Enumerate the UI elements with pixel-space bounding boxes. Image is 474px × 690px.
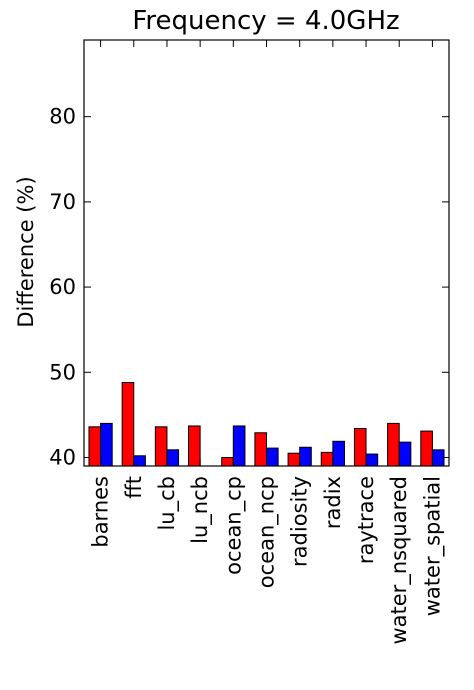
y-tick-label: 50 — [49, 360, 76, 384]
bar-radiosity-series2 — [299, 446, 312, 467]
bar-radiosity-series1 — [287, 452, 301, 467]
bar-barnes-series1 — [88, 426, 102, 467]
bar-fft-series1 — [121, 382, 135, 467]
bar-ocean_ncp-series2 — [266, 447, 279, 467]
y-tick-label: 40 — [49, 445, 76, 469]
bar-water_nsquared-series2 — [398, 441, 412, 467]
x-tick-label-barnes: barnes — [89, 476, 113, 548]
x-tick-label-ocean_cp: ocean_cp — [221, 476, 246, 575]
x-tick-label-radix: radix — [321, 476, 345, 529]
bar-lu_ncb-series1 — [188, 425, 201, 467]
bar-barnes-series2 — [100, 422, 113, 467]
bar-raytrace-series1 — [353, 428, 367, 467]
y-axis-label: Difference (%) — [14, 176, 38, 327]
plot-frame — [83, 39, 450, 467]
y-tick-label: 80 — [49, 105, 76, 129]
x-tick-label-ocean_ncp: ocean_ncp — [255, 476, 280, 588]
x-tick-label-radiosity: radiosity — [288, 476, 312, 567]
chart-title: Frequency = 4.0GHz — [132, 6, 399, 36]
bar-ocean_cp-series2 — [232, 425, 246, 467]
x-tick-label-lu_cb: lu_cb — [155, 476, 180, 531]
x-tick-label-water_nsquared: water_nsquared — [387, 476, 412, 645]
y-tick-label: 70 — [49, 190, 76, 214]
bar-water_nsquared-series1 — [387, 422, 400, 467]
x-tick-label-water_spatial: water_spatial — [420, 476, 445, 616]
bar-radix-series2 — [332, 440, 345, 467]
x-tick-label-raytrace: raytrace — [354, 476, 378, 564]
plot-area: 40 50 60 70 80 barnes fft lu_cb lu_ncb ocean_cp oc… — [49, 40, 449, 645]
bar-lu_cb-series2 — [166, 449, 180, 467]
bar-water_spatial-series2 — [431, 449, 445, 467]
bar-ocean_ncp-series1 — [254, 432, 268, 467]
x-tick-label-lu_ncb: lu_ncb — [188, 476, 213, 544]
bar-ocean_cp-series1 — [221, 456, 234, 467]
bar-lu_cb-series1 — [154, 426, 168, 467]
y-tick-label: 60 — [49, 275, 76, 299]
bar-water_spatial-series1 — [420, 430, 433, 467]
bar-radix-series1 — [320, 451, 334, 467]
bar-fft-series2 — [133, 455, 146, 467]
x-tick-label-fft: fft — [122, 476, 146, 499]
bar-raytrace-series2 — [365, 453, 379, 467]
